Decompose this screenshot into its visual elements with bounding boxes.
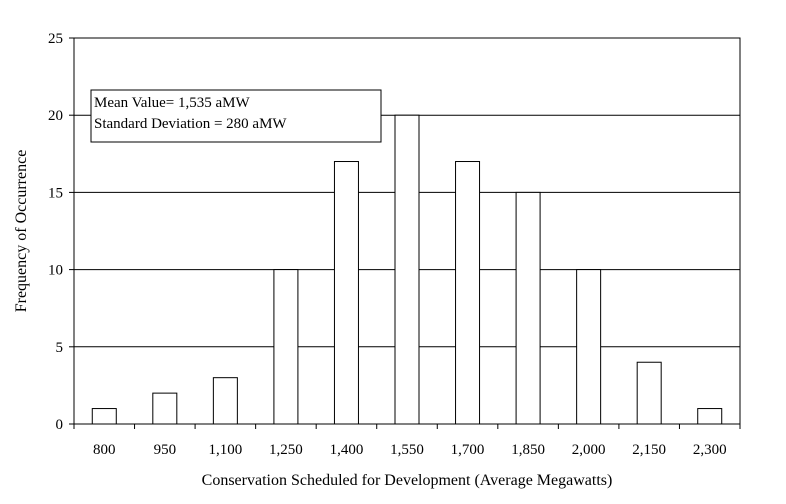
bar xyxy=(394,114,420,425)
bars xyxy=(91,114,723,425)
x-tick-label: 2,300 xyxy=(693,442,727,458)
stats-annotation: Mean Value= 1,535 aMW Standard Deviation… xyxy=(90,89,382,143)
y-axis: 0 5 10 15 20 25 xyxy=(48,31,74,433)
y-tick-label: 0 xyxy=(56,417,64,433)
y-tick-label: 5 xyxy=(56,340,64,356)
x-tick-label: 2,150 xyxy=(632,442,666,458)
x-tick-label: 1,400 xyxy=(330,442,364,458)
x-tick-label: 800 xyxy=(93,442,116,458)
y-tick-label: 15 xyxy=(48,185,63,201)
annotation-box xyxy=(90,89,382,143)
x-tick-label: 1,100 xyxy=(208,442,242,458)
x-tick-label: 1,550 xyxy=(390,442,424,458)
y-tick-label: 10 xyxy=(48,263,63,279)
annotation-mean: Mean Value= 1,535 aMW xyxy=(94,95,250,111)
bar xyxy=(91,408,117,425)
bar xyxy=(576,269,602,425)
y-tick-label: 20 xyxy=(48,108,63,124)
bar xyxy=(212,377,238,425)
x-tick-label: 1,850 xyxy=(511,442,545,458)
x-tick-label: 1,700 xyxy=(451,442,485,458)
x-axis-title: Conservation Scheduled for Development (… xyxy=(202,472,613,489)
bar xyxy=(697,408,723,425)
bar xyxy=(515,191,541,425)
y-tick-label: 25 xyxy=(48,31,63,47)
x-tick-label: 2,000 xyxy=(572,442,606,458)
bar xyxy=(273,269,299,425)
bar xyxy=(152,392,178,425)
x-tick-label: 950 xyxy=(154,442,177,458)
bar xyxy=(333,161,359,425)
bar xyxy=(455,161,481,425)
x-axis: 800 950 1,100 1,250 1,400 1,550 1,700 1,850 2,00… xyxy=(73,424,741,458)
annotation-std-dev: Standard Deviation = 280 aMW xyxy=(94,116,287,132)
bar xyxy=(636,361,662,425)
y-axis-title: Frequency of Occurrence xyxy=(13,150,30,313)
x-tick-label: 1,250 xyxy=(269,442,303,458)
